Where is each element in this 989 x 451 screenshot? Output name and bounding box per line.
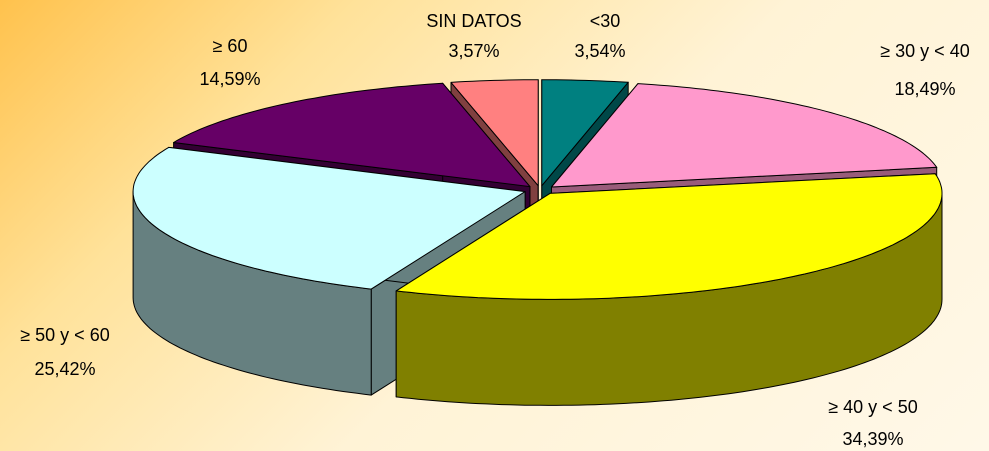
slice bbox=[541, 79, 629, 187]
slice-label: ≥ 40 y < 50 bbox=[828, 397, 917, 417]
slice-label: ≥ 30 y < 40 bbox=[880, 41, 969, 61]
value-label: 14,59% bbox=[199, 69, 260, 89]
slice-label: ≥ 50 y < 60 bbox=[20, 325, 109, 345]
slice bbox=[395, 173, 943, 300]
value-label: 3,54% bbox=[574, 41, 625, 61]
slice bbox=[450, 79, 539, 187]
slice bbox=[132, 146, 526, 290]
value-label: 34,39% bbox=[842, 429, 903, 449]
value-label: 3,57% bbox=[448, 41, 499, 61]
slice-label: <30 bbox=[590, 11, 621, 31]
slice-label: ≥ 60 bbox=[213, 36, 248, 56]
value-label: 18,49% bbox=[894, 79, 955, 99]
slice bbox=[173, 82, 531, 188]
value-label: 25,42% bbox=[34, 359, 95, 379]
slice-label: SIN DATOS bbox=[426, 11, 521, 31]
slice bbox=[551, 83, 938, 188]
